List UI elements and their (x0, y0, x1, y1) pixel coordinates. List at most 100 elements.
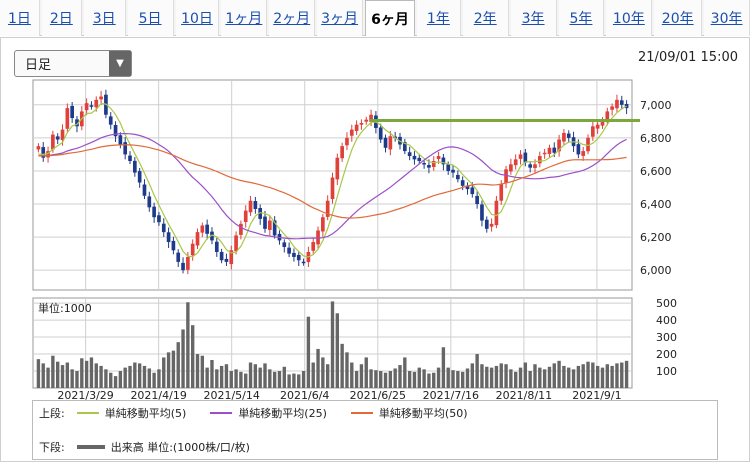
candle-body (205, 224, 209, 234)
volume-bar (499, 363, 503, 388)
price-tick-label: 6,400 (640, 198, 672, 211)
candle-body (581, 151, 586, 156)
tab-2日[interactable]: 2日 (41, 0, 82, 36)
tab-6ヶ月[interactable]: 6ヶ月 (365, 0, 415, 36)
legend-volume-swatch (76, 445, 105, 449)
volume-bar (509, 369, 513, 388)
volume-bar (514, 371, 518, 388)
candle-body (123, 142, 128, 155)
volume-bar (311, 362, 315, 388)
legend-ma5-swatch (76, 412, 99, 414)
volume-bar (441, 347, 446, 388)
volume-bar (94, 363, 98, 388)
candle-body (619, 100, 624, 105)
candle-body (480, 204, 484, 221)
tab-1日[interactable]: 1日 (0, 0, 40, 36)
volume-bar (557, 360, 561, 388)
volume-bar (518, 367, 523, 388)
volume-bar (624, 360, 629, 388)
volume-bar (60, 365, 65, 388)
candle-body (214, 241, 219, 252)
candle-body (460, 180, 465, 186)
volume-bar (427, 373, 431, 388)
volume-bar (600, 367, 605, 388)
volume-bar (364, 357, 368, 388)
tab-1年[interactable]: 1年 (416, 0, 461, 36)
volume-bar (359, 364, 364, 388)
tab-20年[interactable]: 20年 (654, 0, 703, 36)
candle-body (576, 144, 581, 155)
period-tabs: 1日 2日 3日 5日 10日 1ヶ月 2ヶ月 3ヶ月 6ヶ月 1年 2年 3年 5年 10年 20年 30年 (0, 0, 750, 36)
candle-body (248, 200, 253, 213)
x-tick-label: 2021/8/11 (496, 389, 552, 402)
volume-bar (282, 366, 286, 388)
volume-bar (152, 372, 156, 388)
candle-body (591, 126, 595, 137)
volume-bar (398, 365, 402, 388)
volume-bar (133, 362, 137, 388)
candle-body (65, 108, 70, 129)
candle-body (595, 124, 600, 129)
volume-bar (157, 369, 161, 388)
candle-body (600, 121, 605, 126)
volume-bar (552, 363, 556, 388)
chevron-down-icon: ▼ (109, 51, 131, 76)
tab-3日[interactable]: 3日 (83, 0, 126, 36)
price-tick-label: 6,200 (640, 231, 672, 244)
candle-body (321, 217, 325, 232)
volume-bar (567, 367, 571, 388)
tab-2年[interactable]: 2年 (462, 0, 509, 36)
x-tick-label: 2021/5/14 (203, 389, 259, 402)
candle-body (258, 207, 263, 219)
volume-bar (485, 366, 489, 388)
candle-body (504, 169, 508, 183)
candle-body (557, 139, 561, 152)
candle-body (422, 163, 426, 165)
candle-body (229, 250, 234, 265)
tab-5年[interactable]: 5年 (558, 0, 605, 36)
candle-body (75, 119, 79, 127)
volume-tick-label: 400 (656, 314, 677, 327)
tab-10日[interactable]: 10日 (175, 0, 220, 36)
volume-bar (142, 365, 147, 388)
candle-body (388, 136, 393, 150)
volume-bar (610, 365, 614, 388)
tab-3年[interactable]: 3年 (510, 0, 557, 36)
tab-3ヶ月[interactable]: 3ヶ月 (317, 0, 364, 36)
volume-bar (330, 301, 335, 388)
candle-body (219, 251, 224, 261)
price-tick-label: 6,600 (640, 165, 672, 178)
volume-bar (407, 371, 412, 388)
candle-body (55, 136, 60, 140)
candle-body (465, 185, 470, 190)
volume-bar (470, 363, 475, 388)
tab-10年[interactable]: 10年 (606, 0, 653, 36)
candle-body (499, 184, 504, 201)
candle-body (509, 164, 513, 172)
tab-30年[interactable]: 30年 (704, 0, 750, 36)
volume-bar (51, 355, 55, 388)
candle-body (190, 243, 195, 256)
volume-bar (383, 372, 388, 388)
volume-bar (224, 364, 229, 388)
tab-2ヶ月[interactable]: 2ヶ月 (269, 0, 316, 36)
volume-bar (374, 370, 378, 388)
volume-bar (258, 367, 262, 388)
volume-bar (244, 373, 248, 388)
period-select[interactable]: 日足 ▼ (14, 50, 132, 77)
tab-1ヶ月[interactable]: 1ヶ月 (221, 0, 268, 36)
volume-bar (451, 370, 455, 388)
tab-5日[interactable]: 5日 (127, 0, 174, 36)
candle-body (325, 200, 330, 217)
volume-bar (547, 366, 552, 388)
volume-bar (456, 371, 460, 388)
volume-bar (268, 369, 272, 388)
candle-body (195, 232, 200, 246)
x-tick-label: 2021/6/4 (280, 389, 329, 402)
candle-body (41, 147, 46, 158)
legend-ma50-label: 単純移動平均(50) (378, 407, 468, 420)
candle-body (364, 119, 369, 122)
x-tick-label: 2021/7/16 (423, 389, 479, 402)
volume-bar (137, 363, 142, 388)
candle-body (470, 187, 475, 195)
